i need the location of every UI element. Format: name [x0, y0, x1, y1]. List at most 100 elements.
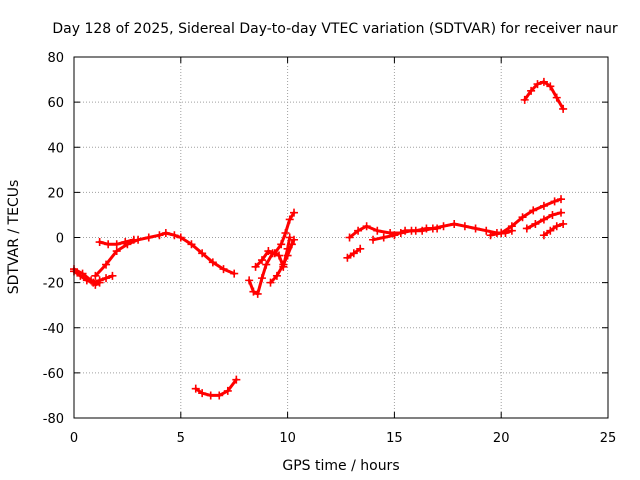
data-point	[277, 240, 286, 249]
data-point	[262, 260, 271, 269]
y-axis-label: SDTVAR / TECUs	[6, 180, 22, 295]
data-point	[245, 276, 254, 285]
data-point	[559, 104, 568, 113]
data-point	[507, 222, 516, 231]
y-tick-label: 80	[47, 51, 64, 66]
data-point	[249, 287, 258, 296]
data-point	[460, 222, 469, 231]
x-tick-label: 0	[70, 431, 78, 446]
data-point	[390, 231, 399, 240]
x-axis-label: GPS time / hours	[282, 458, 399, 474]
grid-lines	[74, 57, 608, 418]
data-point	[257, 274, 266, 283]
data-point	[187, 240, 196, 249]
y-tick-label: -60	[43, 367, 64, 382]
y-tick-label: -80	[43, 412, 64, 427]
data-traces	[70, 77, 568, 400]
data-point	[539, 77, 548, 86]
series-arc-14	[542, 222, 565, 237]
data-point	[95, 238, 104, 247]
data-point	[559, 219, 568, 228]
data-point	[91, 271, 100, 280]
data-point	[349, 249, 358, 258]
data-point	[281, 228, 290, 237]
data-point	[531, 219, 540, 228]
data-point	[290, 208, 299, 217]
data-point	[520, 95, 529, 104]
data-point	[129, 235, 138, 244]
data-point	[206, 391, 215, 400]
data-point	[253, 289, 262, 298]
data-point	[78, 269, 87, 278]
data-point	[198, 389, 207, 398]
data-point	[497, 228, 506, 237]
y-tick-label: -20	[43, 277, 64, 292]
data-point	[518, 213, 527, 222]
data-point	[369, 235, 378, 244]
data-point	[411, 226, 420, 235]
data-point	[223, 386, 232, 395]
y-tick-label: 60	[47, 96, 64, 111]
data-point	[439, 222, 448, 231]
data-point	[433, 224, 442, 233]
data-point	[527, 86, 536, 95]
data-point	[104, 240, 113, 249]
data-point	[198, 249, 207, 258]
data-point	[287, 240, 296, 249]
y-tick-label: -40	[43, 322, 64, 337]
data-point	[283, 251, 292, 260]
data-point	[230, 269, 239, 278]
x-tick-label: 5	[177, 431, 185, 446]
data-point	[422, 224, 431, 233]
data-point	[219, 265, 228, 274]
data-point	[102, 260, 111, 269]
data-point	[522, 224, 531, 233]
data-point	[539, 201, 548, 210]
y-tick-label: 0	[56, 232, 64, 247]
y-tick-label: 40	[47, 141, 64, 156]
chart-title: Day 128 of 2025, Sidereal Day-to-day VTE…	[52, 21, 618, 37]
data-point	[539, 215, 548, 224]
data-point	[471, 224, 480, 233]
data-point	[356, 244, 365, 253]
data-point	[279, 260, 288, 269]
data-point	[232, 375, 241, 384]
data-point	[91, 280, 100, 289]
data-point	[95, 278, 104, 287]
data-point	[290, 235, 299, 244]
data-point	[102, 274, 111, 283]
data-point	[482, 226, 491, 235]
data-point	[354, 226, 363, 235]
data-point	[257, 256, 266, 265]
data-point	[264, 247, 273, 256]
y-tick-label: 20	[47, 186, 64, 201]
data-point	[539, 231, 548, 240]
data-point	[486, 231, 495, 240]
data-point	[285, 233, 294, 242]
axis-ticks: 0 5 10 15 20 25 -80 -60 -40 -20 0 20 40 60 80	[43, 51, 617, 446]
data-point	[275, 251, 284, 260]
data-point	[557, 208, 566, 217]
data-point	[112, 247, 121, 256]
data-point	[215, 391, 224, 400]
data-point	[87, 276, 96, 285]
data-point	[285, 215, 294, 224]
data-point	[373, 226, 382, 235]
data-point	[529, 206, 538, 215]
x-tick-label: 15	[386, 431, 403, 446]
data-point	[176, 233, 185, 242]
plot-frame	[73, 56, 609, 419]
data-point	[266, 278, 275, 287]
data-point	[208, 258, 217, 267]
x-tick-label: 20	[493, 431, 510, 446]
data-point	[272, 271, 281, 280]
data-point	[345, 233, 354, 242]
data-point	[546, 82, 555, 91]
x-tick-label: 25	[600, 431, 617, 446]
data-point	[548, 210, 557, 219]
data-point	[379, 233, 388, 242]
data-point	[170, 231, 179, 240]
data-point	[550, 197, 559, 206]
data-point	[251, 262, 260, 271]
